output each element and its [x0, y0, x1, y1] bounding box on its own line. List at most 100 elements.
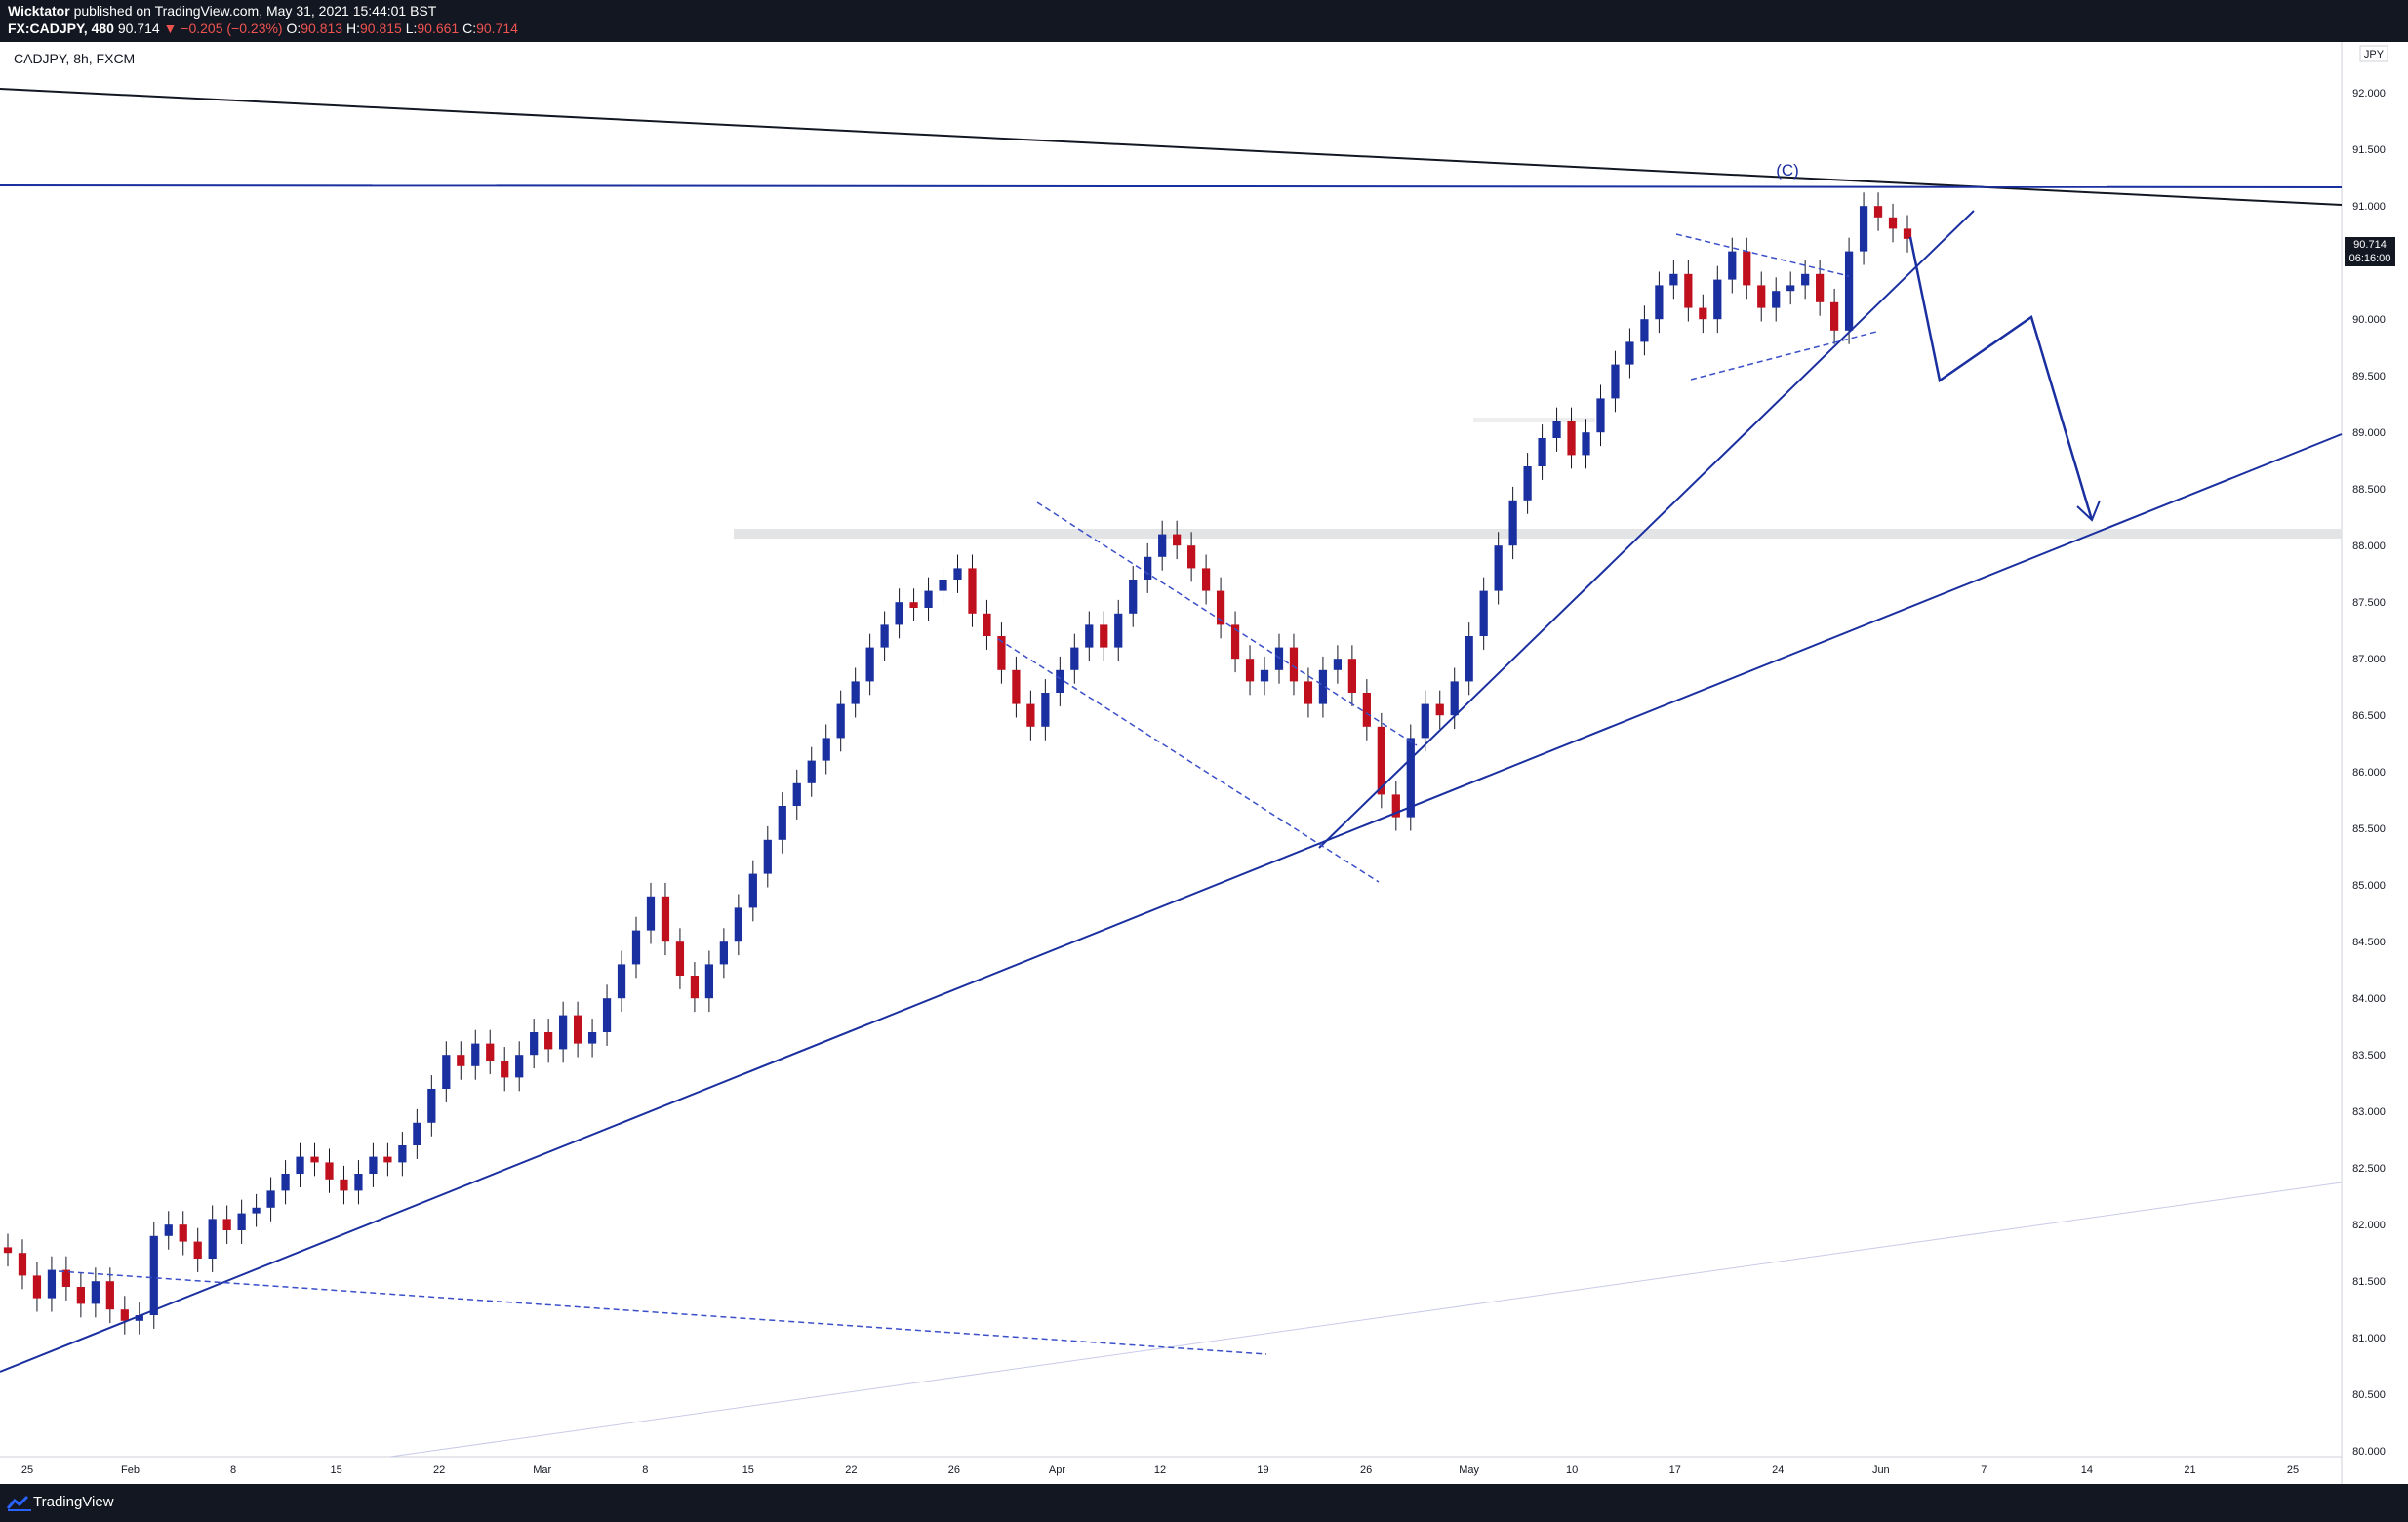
- candle-down: [3, 1247, 13, 1254]
- candle-down: [1757, 285, 1766, 308]
- candle-down: [486, 1043, 495, 1061]
- price-chart[interactable]: JPY (C) 80.00080.50081.00081.50082.00082…: [0, 42, 2408, 1484]
- time-tick-label: 14: [2081, 1464, 2093, 1476]
- candle-down: [61, 1269, 71, 1287]
- time-tick-label: 8: [230, 1464, 236, 1476]
- candle-up: [530, 1032, 539, 1056]
- candle-up: [354, 1174, 363, 1191]
- candle-up: [1611, 364, 1620, 399]
- price-tick-label: 85.000: [2352, 880, 2386, 892]
- currency-label: JPY: [2364, 49, 2385, 60]
- candle-up: [1274, 647, 1284, 670]
- candle-up: [1085, 624, 1094, 648]
- candle-up: [1786, 285, 1795, 292]
- candle-down: [909, 602, 918, 608]
- candle-down: [997, 636, 1006, 670]
- candle-down: [690, 976, 700, 999]
- candle-down: [1100, 624, 1108, 648]
- candle-up: [208, 1219, 217, 1259]
- candle-up: [135, 1315, 143, 1321]
- open-label: O:: [286, 20, 301, 36]
- chart-symbol-label: CADJPY, 8h, FXCM: [14, 51, 136, 66]
- candle-down: [120, 1309, 129, 1321]
- candle-up: [1406, 738, 1415, 818]
- candle-up: [266, 1190, 275, 1208]
- low-label: L:: [405, 20, 418, 36]
- candle-up: [281, 1174, 290, 1191]
- candle-up: [1260, 669, 1269, 682]
- time-tick-label: 22: [845, 1464, 857, 1476]
- candle-up: [1523, 466, 1532, 501]
- candle-down: [983, 613, 991, 636]
- candle-down: [340, 1179, 348, 1191]
- close-value: 90.714: [476, 20, 518, 36]
- candle-up: [1772, 291, 1781, 308]
- faint-trendline: [389, 1182, 2343, 1458]
- candle-up: [1625, 341, 1634, 365]
- projection-arrowhead: [2076, 500, 2101, 522]
- candle-up: [1465, 636, 1473, 682]
- price-tick-label: 91.000: [2352, 201, 2386, 213]
- chart-area[interactable]: JPY (C) 80.000 80.500 81.000 81.500 82.000 82…: [0, 42, 2408, 1484]
- candle-down: [501, 1061, 509, 1078]
- open-value: 90.813: [301, 20, 343, 36]
- candle-up: [164, 1224, 173, 1236]
- candle-up: [924, 590, 933, 608]
- price-tick-label: 80.500: [2352, 1389, 2386, 1401]
- time-tick-label: May: [1459, 1464, 1479, 1476]
- price-tick-label: 87.500: [2352, 597, 2386, 609]
- candle-up: [587, 1032, 597, 1044]
- time-tick-label: 25: [21, 1464, 33, 1476]
- time-tick-label: 19: [1257, 1464, 1268, 1476]
- candle-down: [457, 1055, 465, 1066]
- time-tick-label: Feb: [121, 1464, 140, 1476]
- candle-up: [47, 1269, 57, 1299]
- time-tick-label: 21: [2184, 1464, 2195, 1476]
- tradingview-logo-icon[interactable]: [6, 1493, 33, 1512]
- candle-up: [413, 1122, 421, 1145]
- candle-up: [602, 998, 612, 1032]
- price-tick-label: 81.500: [2352, 1276, 2386, 1288]
- candle-up: [559, 1015, 568, 1050]
- candle-down: [18, 1253, 27, 1276]
- candle-down: [76, 1287, 86, 1304]
- candle-up: [1070, 647, 1079, 670]
- price-tick-label: 84.500: [2352, 937, 2386, 948]
- candle-down: [32, 1275, 42, 1299]
- candle-down: [1230, 624, 1240, 660]
- candle-down: [1201, 568, 1211, 591]
- time-tick-label: 10: [1566, 1464, 1578, 1476]
- time-tick-label: 12: [1154, 1464, 1166, 1476]
- candle-down: [1888, 217, 1898, 229]
- candle-down: [179, 1224, 187, 1242]
- candle-down: [544, 1032, 553, 1050]
- support-zone: [734, 529, 2342, 539]
- candle-up: [939, 580, 947, 591]
- brand-name[interactable]: TradingView: [33, 1494, 114, 1510]
- candle-up: [1859, 206, 1868, 252]
- candle-up: [427, 1089, 436, 1123]
- current-price-tag: 90.714: [2345, 237, 2395, 253]
- candle-down: [573, 1015, 582, 1044]
- candle-down: [1903, 228, 1912, 239]
- candle-up: [1450, 681, 1459, 716]
- dashed-line-feb: [58, 1270, 1267, 1355]
- channel-lower-line: [997, 638, 1380, 883]
- candle-up: [895, 602, 903, 625]
- candle-up: [1728, 251, 1737, 280]
- candle-up: [851, 681, 860, 704]
- price-tick-label: 82.000: [2352, 1220, 2386, 1231]
- long-term-support-line: [0, 433, 2343, 1373]
- close-label: C:: [462, 20, 477, 36]
- candle-down: [1829, 301, 1839, 331]
- candle-up: [1056, 669, 1064, 693]
- author-name[interactable]: Wicktator: [8, 3, 70, 19]
- candle-up: [1318, 669, 1328, 704]
- candle-up: [631, 930, 641, 965]
- candle-up: [865, 647, 874, 682]
- candle-up: [1582, 432, 1590, 456]
- price-tick-label: 88.500: [2352, 484, 2386, 496]
- candle-up: [734, 907, 742, 942]
- candle-up: [515, 1055, 524, 1078]
- candle-up: [1479, 590, 1488, 636]
